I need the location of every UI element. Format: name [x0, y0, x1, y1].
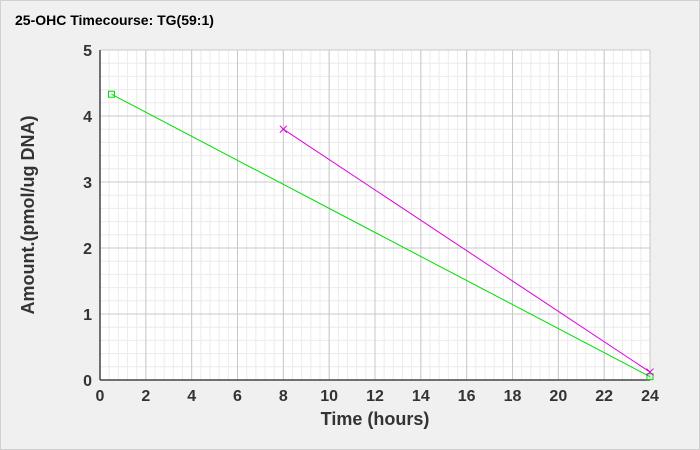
x-tick-label: 2 [141, 388, 150, 405]
y-tick-label: 0 [83, 373, 92, 390]
y-axis-title: Amount.(pmol/ug DNA) [18, 116, 38, 315]
x-tick-label: 22 [595, 388, 613, 405]
series-line-1 [111, 93, 651, 378]
series-line-2 [283, 128, 651, 373]
y-tick-label: 1 [83, 307, 92, 324]
x-tick-label: 10 [320, 388, 338, 405]
x-tick-label: 0 [96, 388, 105, 405]
y-tick-label: 3 [83, 175, 92, 192]
y-tick-label: 4 [83, 109, 92, 126]
data-point-square [646, 373, 654, 381]
x-tick-label: 4 [187, 388, 196, 405]
data-point-x [646, 368, 654, 376]
x-tick-label: 12 [366, 388, 384, 405]
data-point-x [279, 125, 288, 134]
series-layer [107, 90, 654, 381]
y-tick-label: 2 [83, 241, 92, 258]
y-tick-label: 5 [83, 43, 92, 60]
x-tick-label: 24 [641, 388, 659, 405]
x-tick-label: 8 [279, 388, 288, 405]
x-tick-label: 14 [412, 388, 430, 405]
chart-title: 25-OHC Timecourse: TG(59:1) [15, 12, 214, 28]
x-tick-label: 20 [549, 388, 567, 405]
x-tick-label: 6 [233, 388, 242, 405]
x-tick-labels: 0 2 4 6 8 10 12 14 16 18 20 22 24 [96, 388, 659, 405]
x-tick-label: 16 [458, 388, 476, 405]
data-point-square [107, 90, 115, 98]
x-axis-title: Time (hours) [321, 409, 430, 429]
y-tick-labels: 0 1 2 3 4 5 [83, 43, 92, 390]
x-tick-label: 18 [504, 388, 522, 405]
